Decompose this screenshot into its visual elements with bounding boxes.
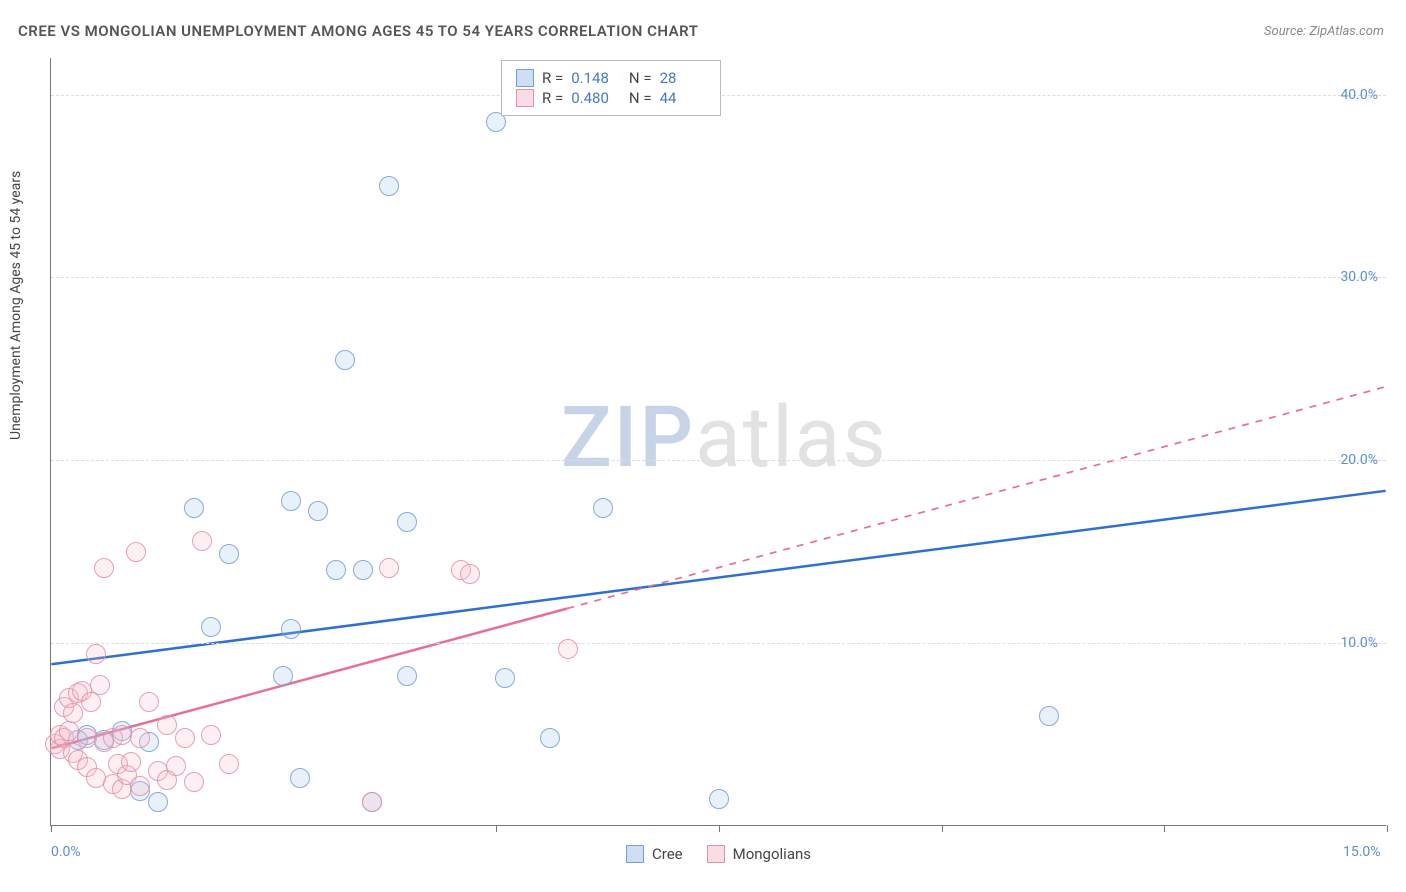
data-point [219,754,239,774]
legend-label: Mongolians [733,845,811,863]
source-attribution: Source: ZipAtlas.com [1264,24,1384,39]
series-swatch [516,89,534,107]
data-point [1039,706,1059,726]
trend-line-dashed [567,387,1385,609]
data-point [86,644,106,664]
data-point [184,772,204,792]
chart-title: CREE VS MONGOLIAN UNEMPLOYMENT AMONG AGE… [18,22,698,40]
data-point [219,544,239,564]
y-tick-label: 30.0% [1340,269,1378,285]
stat-n-value: 28 [660,69,706,87]
data-point [94,558,114,578]
data-point [379,558,399,578]
legend-swatch [707,845,725,863]
data-point [175,728,195,748]
data-point [593,498,613,518]
data-point [335,350,355,370]
data-point [540,728,560,748]
data-point [290,768,310,788]
y-tick-label: 10.0% [1340,635,1378,651]
stat-n-label: N = [625,89,651,107]
x-tick [1387,825,1388,832]
data-point [77,728,97,748]
data-point [157,715,177,735]
y-tick-label: 20.0% [1340,452,1378,468]
stat-r-label: R = [542,69,563,87]
correlation-chart: CREE VS MONGOLIAN UNEMPLOYMENT AMONG AGE… [0,0,1406,892]
data-point [495,668,515,688]
stat-r-value: 0.480 [571,89,617,107]
data-point [281,491,301,511]
data-point [201,725,221,745]
stat-r-label: R = [542,89,563,107]
stats-row: R = 0.480 N = 44 [516,89,706,107]
data-point [130,776,150,796]
data-point [397,512,417,532]
legend-label: Cree [652,845,683,863]
x-tick [719,825,720,832]
gridline-h [51,643,1386,644]
trend-line-solid [51,491,1385,664]
x-tick [1164,825,1165,832]
data-point [201,617,221,637]
data-point [130,728,150,748]
legend: Cree Mongolians [626,845,811,863]
gridline-h [51,277,1386,278]
data-point [558,639,578,659]
x-tick-label: 15.0% [1343,844,1381,860]
data-point [709,789,729,809]
data-point [148,792,168,812]
legend-item: Mongolians [707,845,811,863]
watermark-atlas: atlas [695,388,888,487]
data-point [397,666,417,686]
legend-item: Cree [626,845,683,863]
x-tick-label: 0.0% [51,844,81,860]
x-tick [496,825,497,832]
data-point [139,692,159,712]
data-point [273,666,293,686]
data-point [362,792,382,812]
stat-n-value: 44 [660,89,706,107]
watermark: ZIPatlas [561,388,888,487]
data-point [121,752,141,772]
series-swatch [516,69,534,87]
trend-lines-layer [51,58,1386,825]
data-point [460,564,480,584]
legend-swatch [626,845,644,863]
x-tick [51,825,52,832]
watermark-zip: ZIP [561,388,695,487]
stat-n-label: N = [625,69,651,87]
x-tick [942,825,943,832]
data-point [353,560,373,580]
data-point [326,560,346,580]
data-point [379,176,399,196]
gridline-h [51,460,1386,461]
data-point [308,501,328,521]
y-axis-label: Unemployment Among Ages 45 to 54 years [8,171,24,440]
data-point [166,756,186,776]
data-point [63,703,83,723]
data-point [90,675,110,695]
stat-r-value: 0.148 [571,69,617,87]
stats-row: R = 0.148 N = 28 [516,69,706,87]
data-point [184,498,204,518]
data-point [281,619,301,639]
y-tick-label: 40.0% [1340,87,1378,103]
plot-area: ZIPatlas 10.0%20.0%30.0%40.0%0.0%15.0%R … [50,58,1386,826]
data-point [126,542,146,562]
stats-box: R = 0.148 N = 28 R = 0.480 N = 44 [501,60,721,116]
data-point [112,725,132,745]
data-point [192,531,212,551]
